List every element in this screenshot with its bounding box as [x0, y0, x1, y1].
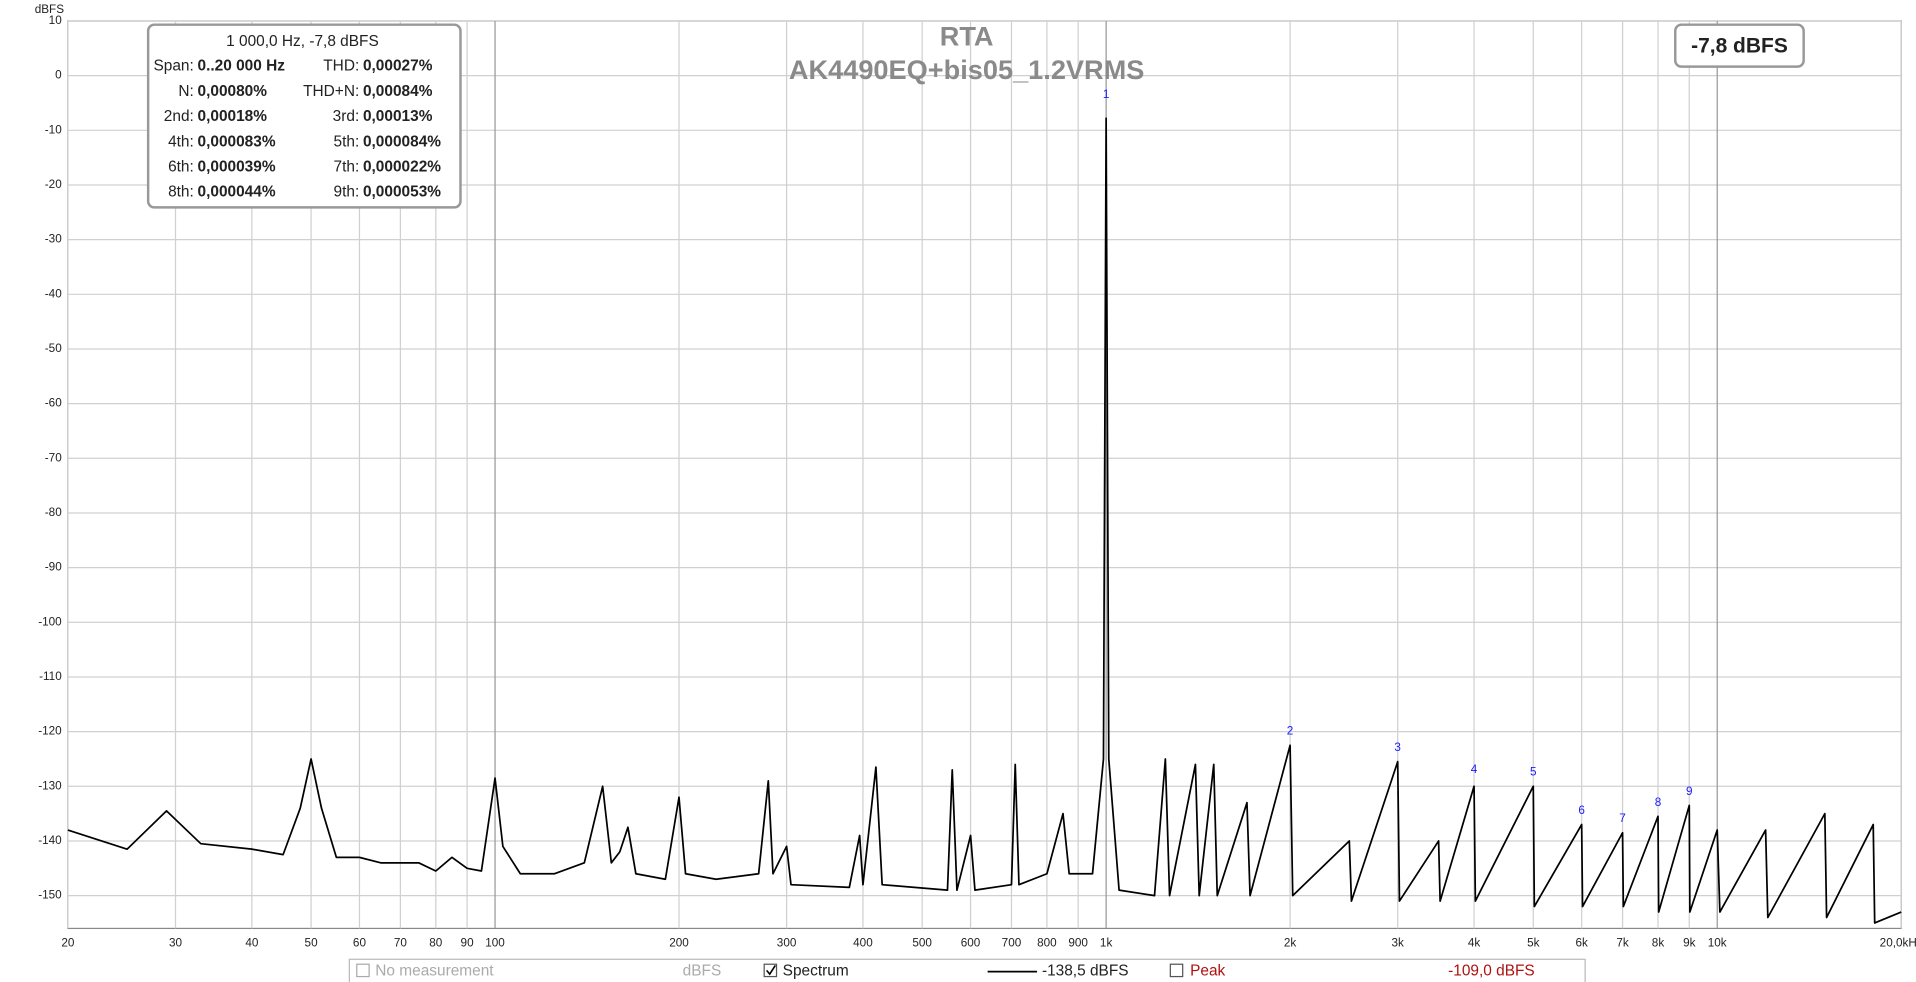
x-tick-label: 5k [1527, 936, 1540, 949]
harmonic-marker: 8 [1655, 796, 1662, 809]
y-tick-label: -110 [39, 670, 62, 683]
y-tick-label: 0 [55, 69, 62, 82]
x-tick-label: 90 [461, 936, 475, 949]
info-label: THD+N: [303, 83, 359, 100]
legend-text: No measurement [375, 963, 494, 980]
x-tick-label: 600 [961, 936, 981, 949]
x-tick-label: 200 [669, 936, 689, 949]
x-tick-label: 40 [245, 936, 259, 949]
y-tick-label: -30 [45, 233, 62, 246]
x-tick-label: 60 [353, 936, 367, 949]
y-tick-label: -120 [38, 725, 62, 738]
info-value: 0,00080% [198, 83, 268, 100]
legend-text: Spectrum [783, 963, 849, 980]
legend-bar [348, 958, 1586, 982]
info-value: 0,00084% [363, 83, 433, 100]
x-tick-label: 2k [1284, 936, 1297, 949]
info-label: 8th: [168, 184, 194, 201]
y-tick-label: -100 [38, 615, 62, 628]
x-tick-label: 900 [1068, 936, 1088, 949]
y-tick-label: -60 [45, 397, 62, 410]
harmonic-marker: 9 [1686, 785, 1693, 798]
x-tick-label: 4k [1468, 936, 1481, 949]
harmonic-marker: 5 [1530, 766, 1537, 779]
info-value: 0,000084% [363, 133, 441, 150]
x-tick-label: 700 [1002, 936, 1022, 949]
legend-level: -109,0 dBFS [1448, 963, 1535, 980]
info-value: 0,000022% [363, 158, 441, 175]
spectrum-line [67, 117, 1902, 924]
y-tick-label: -40 [45, 287, 62, 300]
x-tick-label: 20,0kHz [1880, 936, 1916, 949]
x-tick-label: 9k [1683, 936, 1696, 949]
info-value: 0,00027% [363, 58, 433, 75]
x-tick-label: 70 [394, 936, 408, 949]
harmonic-marker: 7 [1619, 812, 1626, 825]
info-label: 5th: [334, 133, 360, 150]
info-label: N: [178, 83, 193, 100]
x-tick-label: 10k [1708, 936, 1727, 949]
info-value: 0,000053% [363, 184, 441, 201]
info-label: 4th: [168, 133, 194, 150]
x-tick-label: 3k [1392, 936, 1405, 949]
info-value: 0,000039% [198, 158, 276, 175]
y-tick-label: -50 [45, 342, 62, 355]
info-label: THD: [323, 58, 359, 75]
chart-title: RTA [940, 20, 994, 51]
x-tick-label: 300 [777, 936, 797, 949]
legend-level: -138,5 dBFS [1042, 963, 1129, 980]
info-label: 6th: [168, 158, 194, 175]
y-tick-label: -150 [38, 889, 62, 902]
harmonic-marker: 3 [1394, 741, 1401, 754]
x-tick-label: 1k [1100, 936, 1113, 949]
legend-unit: dBFS [683, 963, 722, 980]
info-label: Span: [154, 58, 194, 75]
x-tick-label: 8k [1652, 936, 1665, 949]
x-tick-label: 80 [429, 936, 443, 949]
x-tick-label: 800 [1037, 936, 1057, 949]
info-box [146, 23, 462, 209]
x-tick-label: 7k [1616, 936, 1629, 949]
x-tick-label: 50 [305, 936, 319, 949]
checkbox[interactable] [356, 963, 370, 978]
info-title: 1 000,0 Hz, -7,8 dBFS [226, 33, 379, 50]
y-tick-label: -20 [45, 178, 62, 191]
info-value: 0,000044% [198, 184, 276, 201]
check-mark [766, 965, 776, 976]
checkbox[interactable] [1169, 963, 1184, 978]
info-value: 0,00018% [198, 108, 268, 125]
x-tick-label: 500 [912, 936, 932, 949]
info-value: 0,00013% [363, 108, 433, 125]
y-tick-label: -10 [45, 123, 62, 136]
y-tick-label: -70 [45, 451, 62, 464]
y-tick-label: -80 [45, 506, 62, 519]
x-tick-label: 100 [485, 936, 505, 949]
chart-subtitle: AK4490EQ+bis05_1.2VRMS [789, 54, 1144, 85]
harmonic-marker: 4 [1471, 763, 1478, 776]
level-box [1674, 23, 1805, 68]
y-tick-label: 10 [49, 14, 63, 27]
info-label: 7th: [334, 158, 360, 175]
harmonic-marker: 6 [1578, 804, 1585, 817]
info-label: 3rd: [333, 108, 360, 125]
legend-text: Peak [1190, 963, 1225, 980]
x-tick-label: 20 [61, 936, 75, 949]
x-tick-label: 400 [853, 936, 873, 949]
level-text: -7,8 dBFS [1691, 34, 1788, 57]
y-axis-label: dBFS [35, 3, 64, 16]
x-tick-label: 30 [169, 936, 183, 949]
harmonic-marker: 2 [1287, 725, 1294, 738]
info-label: 2nd: [164, 108, 194, 125]
info-label: 9th: [334, 184, 360, 201]
info-value: 0,000083% [198, 133, 276, 150]
y-tick-label: -140 [38, 834, 62, 847]
info-value: 0..20 000 Hz [198, 58, 286, 75]
y-tick-label: -90 [45, 561, 62, 574]
x-tick-label: 6k [1575, 936, 1588, 949]
harmonic-marker: 1 [1103, 88, 1110, 101]
y-tick-label: -130 [38, 779, 62, 792]
